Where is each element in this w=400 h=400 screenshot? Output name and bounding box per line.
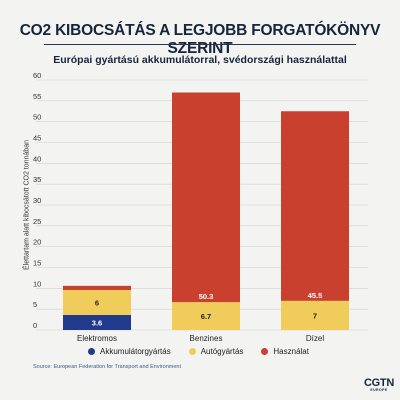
logo-main-text: CGTN [364, 377, 394, 389]
y-tick-label: 15 [33, 259, 41, 268]
legend-label: Akkumulátorgyártás [100, 347, 171, 356]
legend-label: Autógyártás [200, 347, 244, 356]
y-tick-label: 60 [33, 71, 41, 80]
y-tick-label: 25 [33, 217, 41, 226]
y-tick-label: 35 [33, 175, 41, 184]
data-label: 7 [313, 311, 317, 320]
y-tick-label: 45 [33, 134, 41, 143]
x-tick-label: Elektromos [77, 334, 117, 343]
data-label: 6.7 [201, 312, 211, 321]
y-tick-label: 50 [33, 113, 41, 122]
legend-swatch [188, 348, 196, 355]
x-tick-label: Benzines [190, 334, 223, 343]
y-tick-label: 0 [33, 321, 37, 330]
cgtn-logo: CGTN EUROPE [364, 378, 394, 393]
legend-swatch [88, 348, 95, 355]
bar-segment [63, 315, 131, 330]
bar-segment [281, 111, 349, 301]
y-tick-label: 30 [33, 196, 41, 205]
legend-item: Akkumulátorgyártás [88, 347, 171, 356]
legend-item: Használat [261, 347, 309, 356]
legend-label: Használat [273, 347, 309, 356]
data-label: 3.6 [92, 319, 102, 328]
logo-sub-text: EUROPE [370, 388, 388, 392]
y-tick-label: 10 [33, 279, 41, 288]
bar-segment [63, 290, 131, 315]
bar-segment [172, 92, 240, 303]
source-note: Source: European Federation for Transpor… [33, 364, 181, 370]
bar-segment [172, 302, 240, 330]
data-label: 50.3 [199, 292, 214, 301]
y-tick-label: 5 [33, 300, 37, 309]
y-tick-label: 55 [33, 92, 41, 101]
chart-legend: Akkumulátorgyártás Autógyártás Használat [88, 347, 309, 356]
y-tick-label: 40 [33, 154, 41, 163]
y-tick-label: 20 [33, 238, 41, 247]
legend-item: Autógyártás [188, 347, 244, 356]
title-divider [44, 44, 356, 45]
data-label: 6 [95, 299, 99, 308]
chart-subtitle: Európai gyártású akkumulátorral, svédors… [53, 54, 347, 66]
bar-segment [63, 285, 131, 290]
data-label: 45.5 [308, 291, 323, 300]
bar-segment [281, 300, 349, 330]
x-tick-label: Dízel [306, 334, 324, 343]
legend-swatch [261, 348, 269, 355]
